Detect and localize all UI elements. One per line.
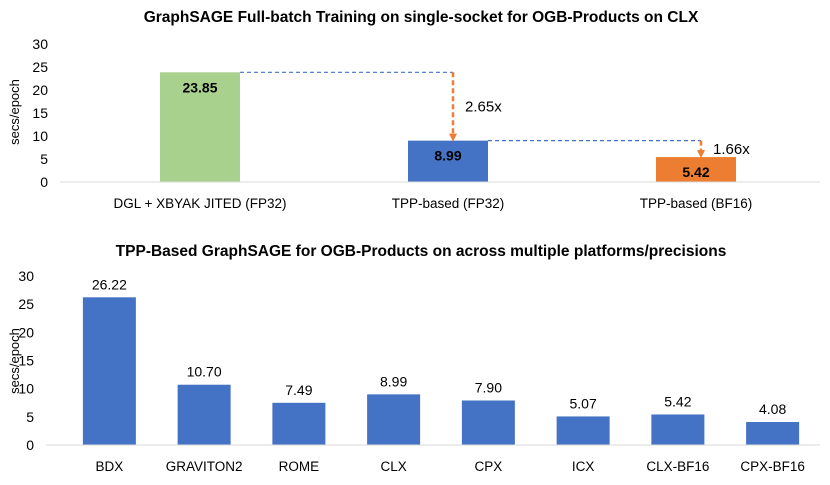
data-label: 10.70 [187,364,222,380]
category-label: CPX-BF16 [740,459,805,474]
category-label: CLX [380,459,406,474]
speedup-label: 1.66x [713,141,750,158]
category-label: GRAVITON2 [166,459,243,474]
y-tick-label: 25 [32,59,48,75]
category-label: ROME [279,459,320,474]
bar-bdx [82,297,136,445]
bar-tpp-based-fp32- [408,140,488,182]
chart1-y-axis-label: secs/epoch [7,79,22,145]
y-tick-label: 0 [40,174,48,190]
y-tick-label: 15 [32,105,48,121]
data-label: 5.42 [664,393,691,409]
bar-rome [272,402,326,445]
category-label: TPP-based (BF16) [640,196,753,211]
data-label: 8.99 [380,373,407,389]
chart2-y-axis-label: secs/epoch [7,328,22,394]
bar-dgl-xbyak-jited-fp32- [160,72,240,182]
y-tick-label: 20 [32,82,48,98]
y-tick-label: 30 [18,268,34,284]
category-label: BDX [95,459,123,474]
bar-tpp-based-bf16- [656,157,736,182]
chart1-title: GraphSAGE Full-batch Training on single-… [144,9,699,26]
y-tick-label: 10 [32,128,48,144]
chart1-plot: 0 5 10 15 20 25 30 23.85 DGL + XBYAK JITED (FP32… [32,36,820,211]
y-tick-label: 10 [18,381,34,397]
data-label: 7.49 [285,382,312,398]
category-label: CPX [474,459,502,474]
data-label: 7.90 [475,379,502,395]
chart2-plot: 0 5 10 15 20 25 30 26.22 BDX 10.70 GRAVITON2 7.49 RO… [18,268,820,474]
bar-clx-bf16 [651,414,705,445]
category-label: DGL + XBYAK JITED (FP32) [114,196,287,211]
y-tick-label: 5 [40,151,48,167]
data-label: 4.08 [759,401,786,417]
bar-graviton2 [177,384,231,445]
y-tick-label: 15 [18,353,34,369]
chart2-title: TPP-Based GraphSAGE for OGB-Products on … [116,243,727,260]
category-label: CLX-BF16 [646,459,709,474]
data-label: 5.42 [682,164,709,180]
category-label: ICX [572,459,595,474]
y-tick-label: 30 [32,36,48,52]
y-tick-label: 0 [26,437,34,453]
category-label: TPP-based (FP32) [392,196,505,211]
speedup-label: 2.65x [465,98,502,115]
data-label: 5.07 [570,395,597,411]
y-tick-label: 5 [26,409,34,425]
data-label: 26.22 [92,276,127,292]
bar-icx [556,416,610,445]
y-tick-label: 20 [18,324,34,340]
data-label: 23.85 [182,79,217,95]
y-tick-label: 25 [18,296,34,312]
data-label: 8.99 [434,148,461,164]
bar-cpx [461,400,515,445]
bar-cpx-bf16 [746,422,800,445]
bar-clx [367,394,421,445]
